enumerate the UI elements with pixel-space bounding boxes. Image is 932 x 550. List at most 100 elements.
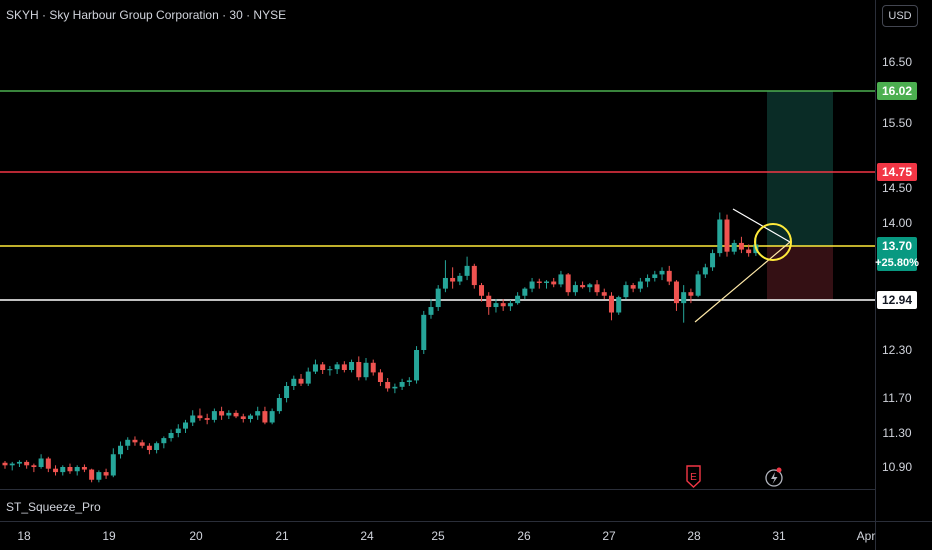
candle-body xyxy=(385,382,391,389)
candle-body xyxy=(666,270,672,282)
price-axis-labels: 16.50 15.50 14.50 14.00 12.30 11.70 11.30 10.90 xyxy=(882,55,912,474)
candle xyxy=(377,369,383,386)
candle-body xyxy=(421,314,427,350)
indicator-label[interactable]: ST_Squeeze_Pro xyxy=(6,500,101,514)
candle xyxy=(341,361,347,373)
svg-text:E: E xyxy=(690,472,697,483)
candle-body xyxy=(45,458,51,469)
earnings-event-icon[interactable]: E xyxy=(686,465,701,488)
time-tick-label: 31 xyxy=(772,529,786,543)
candle-body xyxy=(486,295,492,308)
candle xyxy=(9,461,15,471)
candle-body xyxy=(139,442,145,446)
price-level-tags: 16.02 14.75 13.70 +25.80% 12.94 xyxy=(875,82,919,309)
triangle-lower-line[interactable] xyxy=(694,241,791,323)
highlight-circle[interactable] xyxy=(754,223,792,261)
candle-body xyxy=(96,472,102,480)
candle-body xyxy=(341,364,347,370)
price-tick-label: 14.50 xyxy=(882,181,912,195)
candle xyxy=(327,366,333,376)
candle-body xyxy=(38,458,44,467)
candle xyxy=(471,263,477,289)
candle xyxy=(284,382,290,403)
price-tick-label: 10.90 xyxy=(882,460,912,474)
candle xyxy=(616,295,622,315)
price-level-tag-value: 14.75 xyxy=(882,165,912,179)
candle-body xyxy=(536,281,542,283)
candle-body xyxy=(298,378,304,384)
candle-body xyxy=(284,386,290,398)
candle-body xyxy=(406,380,412,382)
candle-body xyxy=(146,445,152,450)
price-level-tag[interactable] xyxy=(877,82,917,100)
candle xyxy=(255,406,261,420)
candle-body xyxy=(89,469,95,480)
candle xyxy=(211,408,217,423)
candle-body xyxy=(746,249,752,254)
price-level-tag[interactable] xyxy=(877,291,917,309)
candle-body xyxy=(580,285,586,288)
candle xyxy=(38,454,44,469)
candle-body xyxy=(688,292,694,296)
candle xyxy=(688,288,694,304)
candle xyxy=(536,278,542,289)
candle-body xyxy=(60,467,66,473)
candle-body xyxy=(67,467,73,472)
candle xyxy=(515,292,521,305)
candle xyxy=(580,281,586,289)
price-change-percent: +25.80% xyxy=(875,257,919,269)
candle xyxy=(623,281,629,300)
candle-body xyxy=(197,415,203,419)
candle-body xyxy=(529,281,535,289)
candle xyxy=(31,463,37,473)
candle-body xyxy=(377,372,383,382)
candle-body xyxy=(9,463,15,466)
price-tick-label: 11.30 xyxy=(882,426,911,440)
candle xyxy=(702,263,708,278)
candle-body xyxy=(738,242,744,250)
candle-body xyxy=(435,288,441,308)
candle xyxy=(717,212,723,257)
candle-body xyxy=(471,265,477,286)
candle xyxy=(96,470,102,483)
candle-body xyxy=(168,433,174,439)
candle-body xyxy=(74,467,80,472)
candle-body xyxy=(219,411,225,416)
price-level-tag-value: 12.94 xyxy=(882,293,912,307)
candle xyxy=(486,292,492,315)
candle-body xyxy=(175,428,181,433)
candle-body xyxy=(334,364,340,370)
candle-body xyxy=(305,371,311,384)
candle xyxy=(544,280,549,289)
candle xyxy=(399,378,405,390)
candle xyxy=(363,358,369,381)
candle xyxy=(666,265,672,286)
candle xyxy=(240,413,246,423)
candle xyxy=(637,277,643,293)
candle xyxy=(67,463,73,474)
candle xyxy=(16,460,22,467)
candle xyxy=(183,419,188,433)
candle-body xyxy=(652,274,658,278)
candle-body xyxy=(601,292,607,296)
candle-body xyxy=(616,297,622,313)
candle-body xyxy=(681,292,687,304)
candle-body xyxy=(464,265,470,276)
triangle-upper-line[interactable] xyxy=(732,208,791,243)
candle-body xyxy=(428,307,434,315)
candle xyxy=(269,408,275,425)
currency-button[interactable]: USD xyxy=(882,5,918,27)
price-level-tag[interactable] xyxy=(877,163,917,181)
candle-body xyxy=(363,362,369,378)
candle xyxy=(645,274,651,288)
candle xyxy=(262,406,268,425)
candle xyxy=(746,244,752,257)
position-loss-zone[interactable] xyxy=(767,246,833,300)
candle xyxy=(139,439,145,449)
time-tick-label: 20 xyxy=(189,529,203,543)
lightning-event-icon[interactable] xyxy=(765,467,783,487)
price-level-tag[interactable] xyxy=(877,237,917,271)
position-profit-zone[interactable] xyxy=(767,91,833,246)
candle-body xyxy=(565,274,571,293)
